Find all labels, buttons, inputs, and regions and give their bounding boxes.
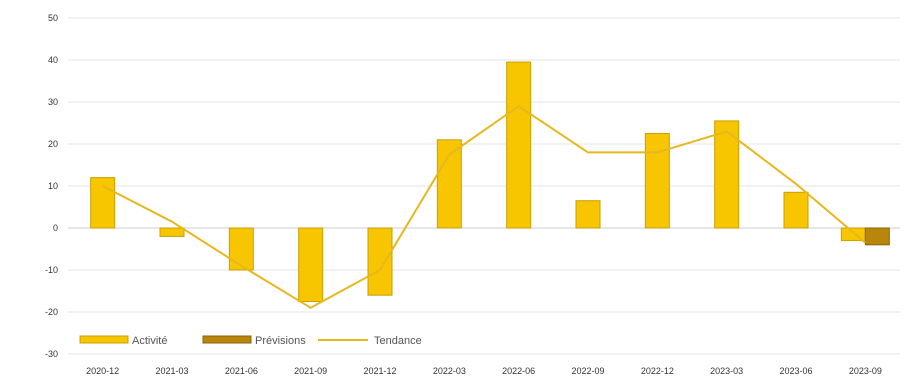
trend-line — [102, 105, 866, 309]
y-tick-label: 0 — [53, 223, 58, 233]
legend-label: Prévisions — [255, 335, 306, 347]
bar-activite — [436, 139, 462, 229]
trend-line-path — [102, 105, 866, 309]
x-tick-label: 2021-06 — [225, 366, 258, 376]
y-tick-label: -10 — [45, 265, 58, 275]
x-tick-label: 2021-03 — [155, 366, 188, 376]
y-tick-label: 30 — [48, 97, 58, 107]
y-tick-label: 50 — [48, 13, 58, 23]
bar-activite — [783, 191, 809, 229]
y-axis: -30 -20 -10 0 10 20 30 40 50 — [45, 13, 58, 359]
y-tick-label: 40 — [48, 55, 58, 65]
bar-previsions — [864, 227, 890, 246]
legend-item: Tendance — [318, 335, 422, 347]
legend-label: Tendance — [374, 335, 422, 347]
bars — [90, 61, 890, 302]
bar-activite — [575, 200, 601, 229]
gridlines — [68, 17, 900, 355]
y-tick-label: 10 — [48, 181, 58, 191]
y-tick-label: -30 — [45, 349, 58, 359]
bar-activite — [367, 227, 393, 296]
x-tick-label: 2021-09 — [294, 366, 327, 376]
x-tick-label: 2023-09 — [849, 366, 882, 376]
legend-item: Prévisions — [202, 335, 306, 347]
legend: Activité Prévisions Tendance — [79, 335, 422, 347]
x-tick-label: 2020-12 — [86, 366, 119, 376]
x-tick-label: 2023-03 — [710, 366, 743, 376]
x-axis: 2020-12 2021-03 2021-06 2021-09 2021-12 2022-… — [86, 366, 882, 376]
x-tick-label: 2023-06 — [779, 366, 812, 376]
x-tick-label: 2022-03 — [433, 366, 466, 376]
legend-label: Activité — [132, 335, 167, 347]
bar-activite — [228, 227, 254, 271]
x-tick-label: 2022-12 — [641, 366, 674, 376]
y-tick-label: -20 — [45, 307, 58, 317]
bar-activite — [506, 61, 532, 229]
bar-activite — [159, 227, 185, 237]
legend-swatch — [79, 335, 129, 344]
legend-swatch — [202, 335, 252, 344]
bar-activite — [644, 133, 670, 229]
bar-activite — [90, 177, 116, 229]
x-tick-label: 2022-06 — [502, 366, 535, 376]
bar-activite — [714, 120, 740, 229]
bar-activite — [298, 227, 324, 302]
x-tick-label: 2021-12 — [363, 366, 396, 376]
y-tick-label: 20 — [48, 139, 58, 149]
legend-item: Activité — [79, 335, 167, 347]
x-tick-label: 2022-09 — [571, 366, 604, 376]
